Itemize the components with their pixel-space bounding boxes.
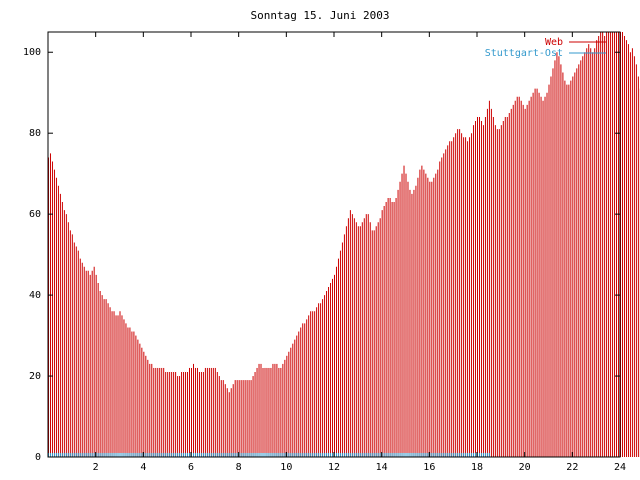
x-tick-label: 22 <box>566 462 578 473</box>
y-tick-label: 100 <box>23 47 41 58</box>
x-tick-label: 8 <box>236 462 242 473</box>
y-tick-label: 80 <box>29 128 41 139</box>
y-tick-label: 40 <box>29 290 41 301</box>
x-tick-label: 6 <box>188 462 194 473</box>
y-axis: 0 20 40 60 80 100 <box>23 47 620 463</box>
series-1 <box>48 452 490 457</box>
x-tick-label: 12 <box>328 462 340 473</box>
y-tick-label: 60 <box>29 209 41 220</box>
legend-label: Stuttgart-Ost <box>485 48 563 59</box>
x-tick-label: 4 <box>140 462 146 473</box>
x-tick-label: 14 <box>376 462 388 473</box>
x-tick-label: 2 <box>93 462 99 473</box>
y-tick-label: 0 <box>35 452 41 463</box>
chart-title: Sonntag 15. Juni 2003 <box>250 9 389 22</box>
x-tick-label: 10 <box>280 462 292 473</box>
x-tick-label: 20 <box>519 462 531 473</box>
x-tick-label: 24 <box>614 462 626 473</box>
y-tick-label: 20 <box>29 371 41 382</box>
x-tick-label: 18 <box>471 462 483 473</box>
series-0 <box>48 32 640 457</box>
x-axis: 2 4 6 8 10 12 14 16 18 20 22 24 <box>93 32 626 473</box>
bars-layer <box>48 32 640 457</box>
legend-label: Web <box>545 37 563 48</box>
x-tick-label: 16 <box>423 462 435 473</box>
